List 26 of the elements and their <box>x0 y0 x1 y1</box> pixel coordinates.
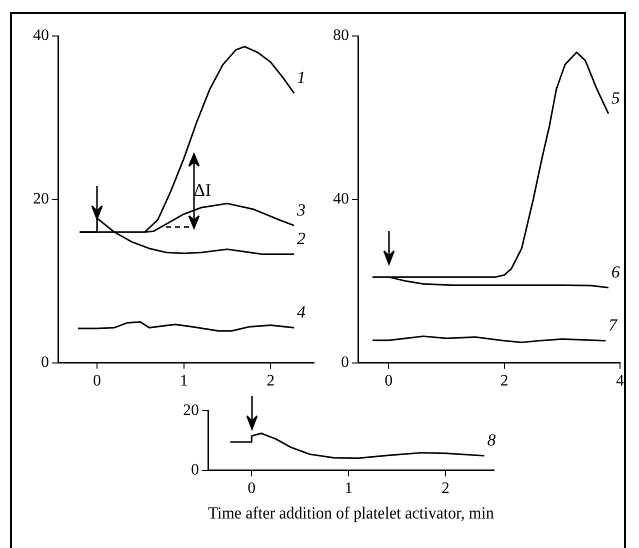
series-label: 5 <box>611 88 620 108</box>
series-label: 8 <box>487 430 496 450</box>
x-tick-label: 2 <box>500 372 508 390</box>
series-label: 4 <box>297 302 306 322</box>
x-tick-label: 4 <box>616 372 624 390</box>
y-tick-label: 0 <box>41 354 49 372</box>
x-tick-label: 2 <box>266 372 275 390</box>
series-label: 7 <box>608 316 619 335</box>
series-label: 2 <box>297 229 306 248</box>
y-tick-label: 0 <box>341 354 349 372</box>
x-tick-label: 0 <box>384 372 393 390</box>
x-tick-label: 1 <box>180 372 188 390</box>
x-axis-title: Time after addition of platelet activator, min <box>208 502 495 522</box>
series-label: 3 <box>296 200 306 220</box>
y-tick-label: 40 <box>33 27 49 44</box>
series-label: 6 <box>611 262 620 282</box>
y-tick-label: 20 <box>33 190 49 208</box>
series-label: 1 <box>297 68 306 88</box>
annotation: ΔI <box>194 180 212 200</box>
y-tick-label: 40 <box>333 190 349 208</box>
y-tick-label: 80 <box>333 27 349 44</box>
x-tick-label: 1 <box>344 480 353 498</box>
x-tick-label: 2 <box>442 480 450 498</box>
x-tick-label: 0 <box>248 480 256 498</box>
y-tick-label: 20 <box>183 402 199 419</box>
x-tick-label: 0 <box>93 372 102 390</box>
